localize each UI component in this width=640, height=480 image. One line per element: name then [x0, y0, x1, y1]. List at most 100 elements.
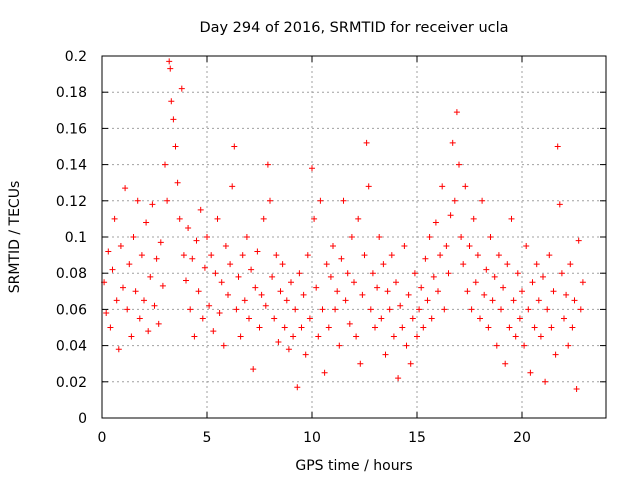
data-point: [193, 237, 200, 244]
data-point: [456, 161, 462, 168]
data-point: [201, 264, 208, 271]
data-point: [558, 270, 565, 277]
data-point: [296, 270, 303, 277]
data-point: [332, 306, 339, 313]
data-point: [376, 234, 383, 240]
x-tick-label: 20: [513, 430, 531, 446]
data-point: [111, 215, 118, 222]
data-point: [439, 183, 446, 190]
data-point: [172, 143, 179, 150]
x-tick-label: 10: [303, 430, 321, 446]
data-point: [306, 315, 313, 322]
data-point: [441, 306, 448, 313]
data-point: [185, 224, 192, 231]
data-point: [357, 360, 364, 367]
data-point: [388, 252, 395, 259]
data-point: [422, 255, 429, 262]
data-point: [569, 324, 576, 331]
y-tick-label: 0.1: [65, 230, 87, 246]
data-point: [239, 252, 246, 259]
data-point: [516, 315, 523, 322]
data-point: [464, 288, 471, 295]
data-point: [514, 270, 521, 277]
data-point: [542, 378, 549, 385]
data-point: [468, 306, 475, 313]
data-point: [273, 252, 280, 259]
data-point: [162, 161, 168, 168]
data-point: [435, 288, 441, 295]
data-point: [281, 324, 288, 331]
y-tick-label: 0.16: [56, 121, 87, 137]
data-point: [374, 284, 381, 291]
data-point: [512, 333, 519, 340]
data-point: [243, 234, 250, 240]
data-point: [498, 306, 504, 313]
data-point: [323, 261, 330, 268]
data-point: [519, 288, 525, 295]
data-point: [317, 197, 324, 204]
data-point: [187, 306, 194, 313]
data-point: [403, 342, 410, 349]
data-point: [351, 279, 357, 286]
y-tick-label: 0.12: [56, 194, 87, 210]
data-point: [378, 315, 385, 322]
data-point: [571, 297, 578, 304]
data-point: [136, 315, 143, 322]
data-point: [453, 109, 460, 116]
data-point: [556, 201, 563, 208]
data-point: [285, 346, 292, 353]
data-point: [472, 279, 479, 286]
data-point: [222, 243, 229, 250]
y-tick-label: 0.02: [56, 375, 87, 391]
data-point: [355, 215, 362, 222]
data-point: [241, 297, 248, 304]
data-point: [416, 306, 423, 313]
data-point: [315, 333, 322, 340]
data-point: [229, 183, 236, 190]
x-axis-label: GPS time / hours: [295, 458, 412, 474]
data-point: [134, 197, 141, 204]
y-tick-label: 0.18: [56, 85, 87, 101]
data-point: [302, 351, 309, 358]
data-point: [195, 288, 202, 295]
data-point: [359, 291, 366, 298]
y-tick-label: 0.08: [56, 266, 87, 282]
data-point: [342, 297, 349, 304]
data-point: [128, 333, 135, 340]
data-point: [552, 351, 559, 358]
data-point: [334, 288, 341, 295]
data-point: [477, 315, 483, 322]
data-point: [458, 234, 465, 240]
data-point: [411, 270, 418, 277]
data-point: [460, 261, 467, 268]
axis-ticks: [101, 55, 606, 419]
data-point: [367, 306, 374, 313]
data-point: [485, 324, 492, 331]
data-point: [149, 201, 156, 208]
data-point: [510, 297, 517, 304]
data-point: [115, 346, 122, 353]
data-point: [191, 333, 198, 340]
data-point: [504, 261, 511, 268]
data-point: [157, 239, 164, 246]
data-point: [540, 273, 546, 280]
data-point: [250, 366, 257, 373]
data-point: [327, 273, 334, 280]
data-point: [231, 143, 238, 150]
data-point: [533, 261, 540, 268]
data-point: [525, 306, 532, 313]
data-point: [292, 306, 299, 313]
data-point: [437, 252, 444, 259]
data-point: [246, 315, 252, 322]
data-point: [365, 183, 372, 190]
data-point: [204, 234, 210, 240]
data-point: [491, 273, 498, 280]
data-point: [197, 206, 204, 213]
data-point: [107, 324, 114, 331]
data-point: [117, 243, 124, 250]
data-point: [529, 279, 536, 286]
data-point: [527, 369, 534, 376]
data-point: [451, 197, 458, 204]
data-point: [523, 243, 530, 250]
